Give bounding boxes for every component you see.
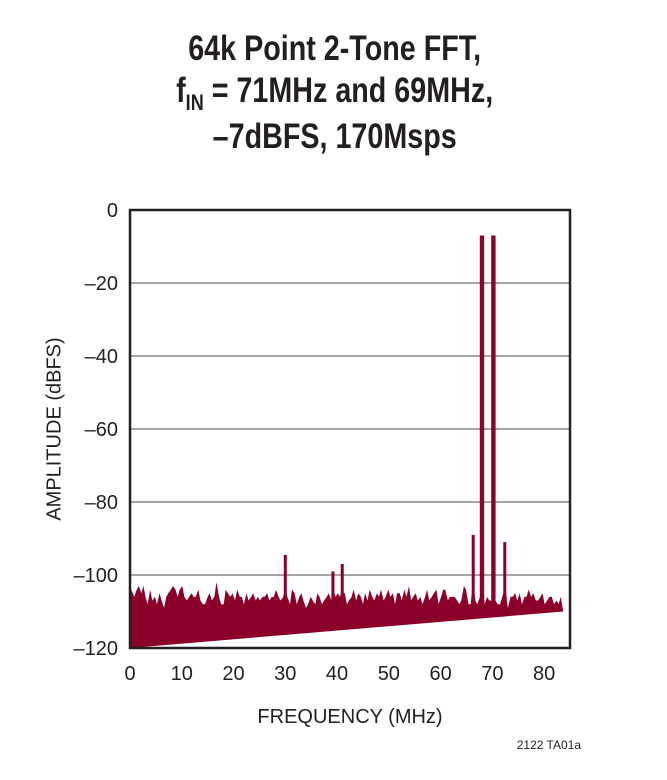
figure-number: 2122 TA01a bbox=[516, 738, 581, 752]
x-tick-label: 30 bbox=[274, 663, 296, 685]
spectrum-fill bbox=[130, 235, 564, 649]
x-axis-label: FREQUENCY (MHz) bbox=[257, 706, 443, 728]
x-tick-label: 20 bbox=[222, 663, 244, 685]
y-tick-label: –60 bbox=[85, 419, 118, 441]
x-tick-label: 0 bbox=[124, 663, 135, 685]
x-tick-label: 10 bbox=[171, 663, 193, 685]
x-axis-ticks: 0 10 20 30 40 50 60 70 80 bbox=[124, 663, 555, 685]
gridlines bbox=[130, 282, 570, 576]
y-tick-label: 0 bbox=[107, 200, 118, 222]
plot-frame bbox=[128, 208, 572, 650]
title-subscript: IN bbox=[185, 90, 204, 115]
chart-title: 64k Point 2-Tone FFT, fIN = 71MHz and 69… bbox=[61, 28, 608, 158]
y-tick-label: –80 bbox=[85, 492, 118, 514]
title-line-3: –7dBFS, 170Msps bbox=[212, 117, 457, 156]
y-axis-label: AMPLITUDE (dBFS) bbox=[43, 337, 66, 521]
y-tick-label: –120 bbox=[74, 638, 119, 660]
y-tick-label: –100 bbox=[74, 565, 119, 587]
y-tick-label: –20 bbox=[85, 273, 118, 295]
x-tick-label: 60 bbox=[429, 663, 451, 685]
x-tick-label: 50 bbox=[378, 663, 400, 685]
title-line-1: 64k Point 2-Tone FFT, bbox=[188, 29, 482, 68]
y-tick-label: –40 bbox=[85, 346, 118, 368]
x-tick-label: 80 bbox=[533, 663, 555, 685]
x-tick-label: 70 bbox=[481, 663, 503, 685]
title-line-2: fIN = 71MHz and 69MHz, bbox=[176, 71, 494, 115]
x-tick-label: 40 bbox=[326, 663, 348, 685]
y-axis-ticks: 0 –20 –40 –60 –80 –100 –120 bbox=[74, 200, 119, 660]
